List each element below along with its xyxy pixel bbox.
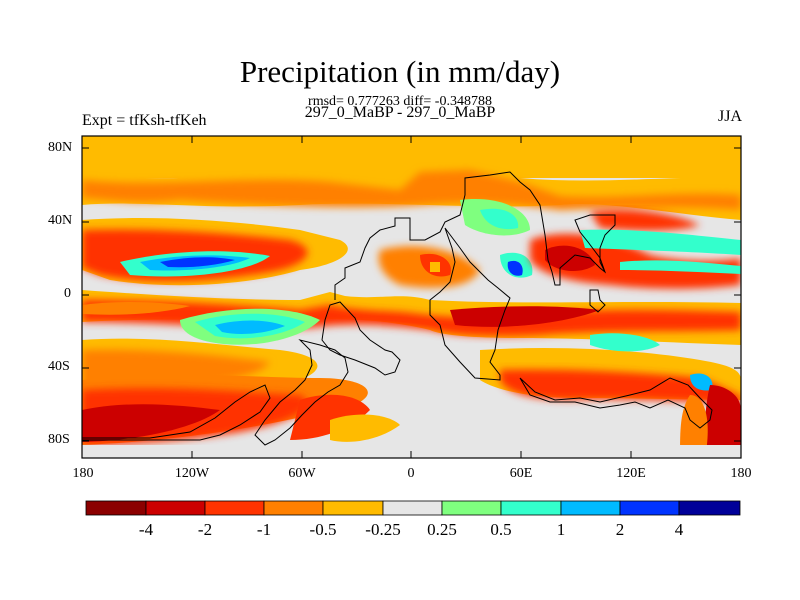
lat-tick-80n: 80N — [48, 140, 73, 155]
colorbar-label-9: 2 — [615, 520, 625, 539]
colorbar-label-2: -2 — [197, 520, 213, 539]
lon-tick-120w: 120W — [174, 466, 210, 481]
colorbar-swatch-5 — [322, 500, 384, 516]
lat-tick-40n: 40N — [48, 213, 73, 228]
colorbar-swatch-9 — [560, 500, 621, 516]
colorbar-swatch-10 — [619, 500, 680, 516]
colorbar-label-8: 1 — [556, 520, 566, 539]
experiment-label: Expt = tfKsh-tfKeh — [82, 112, 207, 129]
colorbar-label-5: -0.25 — [365, 520, 401, 539]
season-label: JJA — [717, 108, 742, 125]
colorbar-swatch-1 — [85, 500, 147, 516]
tick-marks — [82, 136, 741, 458]
colorbar-swatch-11 — [678, 500, 741, 516]
colorbar-swatch-8 — [500, 500, 562, 516]
precipitation-field — [82, 136, 741, 458]
lon-tick-180w: 180 — [72, 466, 94, 481]
colorbar-label-7: 0.5 — [490, 520, 512, 539]
lat-tick-0: 0 — [64, 286, 71, 301]
lon-tick-180e: 180 — [730, 466, 752, 481]
colorbar-label-10: 4 — [674, 520, 684, 539]
colorbar-swatch-4 — [263, 500, 324, 516]
stats-line: rmsd= 0.777263 diff= -0.348788 — [308, 94, 492, 109]
colorbar-swatch-2 — [145, 500, 206, 516]
chart-title: Precipitation (in mm/day) — [239, 54, 561, 89]
continent-outlines — [82, 171, 713, 446]
colorbar-label-3: -1 — [256, 520, 272, 539]
colorbar-swatch-7 — [441, 500, 502, 516]
lon-tick-120e: 120E — [616, 466, 646, 481]
lon-tick-60e: 60E — [509, 466, 533, 481]
lat-tick-40s: 40S — [48, 359, 70, 374]
chart-subtitle: 297_0_MaBP - 297_0_MaBP — [304, 104, 496, 121]
colorbar-swatch-6 — [382, 500, 443, 516]
lon-tick-60w: 60W — [288, 466, 316, 481]
colorbar-label-4: -0.5 — [309, 520, 337, 539]
lat-tick-80s: 80S — [48, 432, 70, 447]
colorbar-swatch-3 — [204, 500, 265, 516]
lon-tick-0: 0 — [407, 466, 415, 481]
colorbar-label-1: -4 — [138, 520, 154, 539]
colorbar-label-6: 0.25 — [427, 520, 457, 539]
colorbar — [85, 500, 741, 516]
